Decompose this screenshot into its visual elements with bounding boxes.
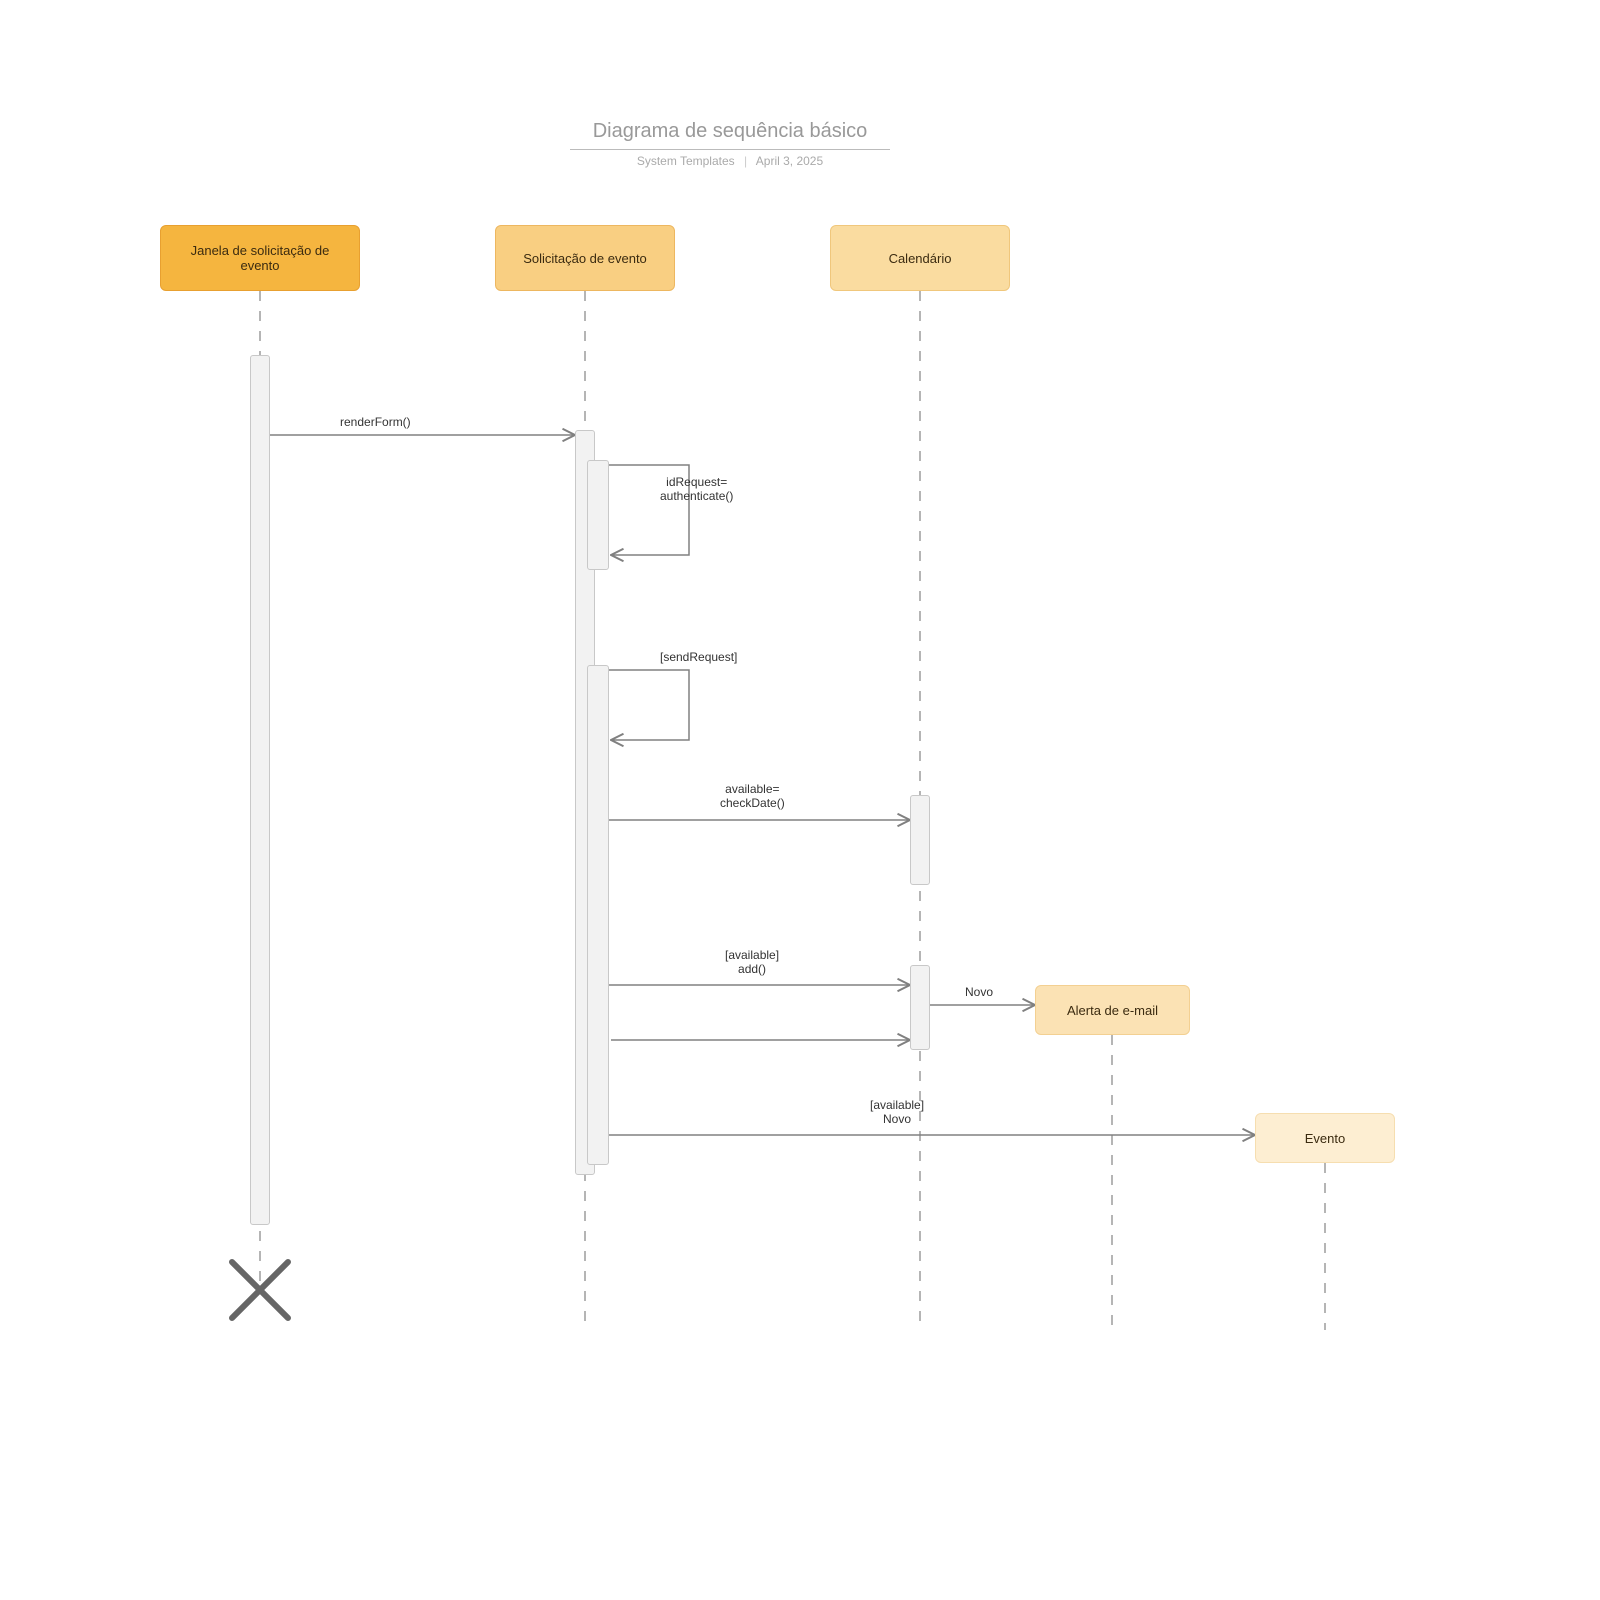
activation-bar — [587, 665, 609, 1165]
message-label: renderForm() — [340, 415, 411, 429]
participant-p2: Solicitação de evento — [495, 225, 675, 291]
participant-p4: Alerta de e-mail — [1035, 985, 1190, 1035]
participant-p1: Janela de solicitação de evento — [160, 225, 360, 291]
diagram-canvas: Diagrama de sequência básico System Temp… — [0, 0, 1600, 1600]
destroy-icon — [232, 1262, 288, 1318]
activation-bar — [587, 460, 609, 570]
message-label: [sendRequest] — [660, 650, 737, 664]
activation-bar — [250, 355, 270, 1225]
participant-p5: Evento — [1255, 1113, 1395, 1163]
message-label: Novo — [965, 985, 993, 999]
message-label: [available] Novo — [870, 1098, 924, 1126]
message-label: idRequest= authenticate() — [660, 475, 733, 503]
activation-bar — [910, 795, 930, 885]
message-label: available= checkDate() — [720, 782, 785, 810]
message-self — [609, 670, 689, 740]
activation-bar — [910, 965, 930, 1050]
message-label: [available] add() — [725, 948, 779, 976]
participant-p3: Calendário — [830, 225, 1010, 291]
